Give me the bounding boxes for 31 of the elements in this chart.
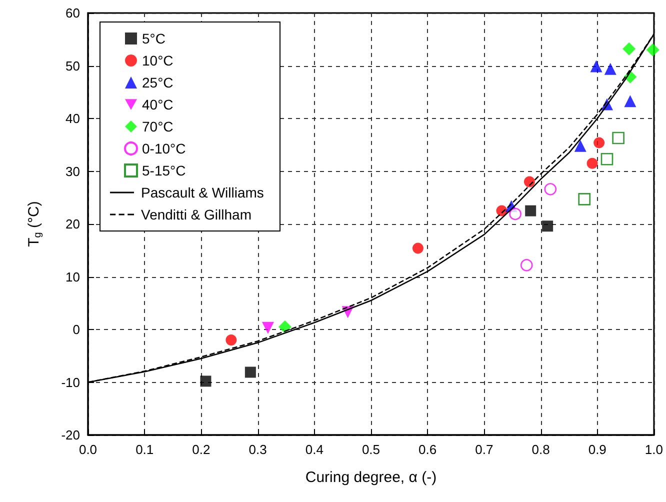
x-tick-label: 0.9: [588, 442, 606, 457]
x-tick-label: 0.7: [475, 442, 494, 457]
legend-label: 40°C: [142, 96, 174, 112]
x-tick-label: 0.8: [532, 442, 550, 457]
x-tick-label: 1.0: [644, 442, 664, 457]
legend-label: Venditti & Gillham: [141, 206, 252, 222]
y-tick-label: 40: [66, 111, 80, 126]
legend-label: 25°C: [142, 74, 174, 90]
y-tick-label: 10: [66, 269, 80, 284]
x-axis-title: Curing degree, α (-): [305, 469, 437, 486]
legend-label: Pascault & Williams: [141, 184, 264, 200]
y-tick-label: 0: [72, 322, 80, 337]
legend-label: 5°C: [142, 30, 166, 46]
y-axis-title: Tg (°C): [26, 201, 44, 247]
legend-label: 70°C: [142, 118, 174, 134]
legend-label: 10°C: [142, 52, 174, 68]
y-tick-label: -10: [61, 374, 80, 390]
y-tick-label: 30: [66, 164, 80, 179]
x-tick-label: 0.4: [305, 442, 324, 457]
x-tick-label: 0.3: [248, 442, 267, 457]
y-tick-label: 20: [66, 216, 80, 232]
legend-label: 5-15°C: [142, 162, 186, 178]
x-tick-label: 0.5: [362, 442, 380, 457]
x-tick-label: 0.6: [418, 442, 437, 457]
x-tick-label: 0.2: [192, 442, 210, 457]
x-tick-label: 0.0: [78, 442, 98, 457]
legend-label: 0-10°C: [142, 140, 186, 156]
x-tick-label: 0.1: [136, 442, 154, 457]
y-tick-label: 60: [66, 6, 80, 20]
y-tick-label: 50: [66, 58, 80, 74]
y-tick-label: -20: [61, 428, 80, 442]
